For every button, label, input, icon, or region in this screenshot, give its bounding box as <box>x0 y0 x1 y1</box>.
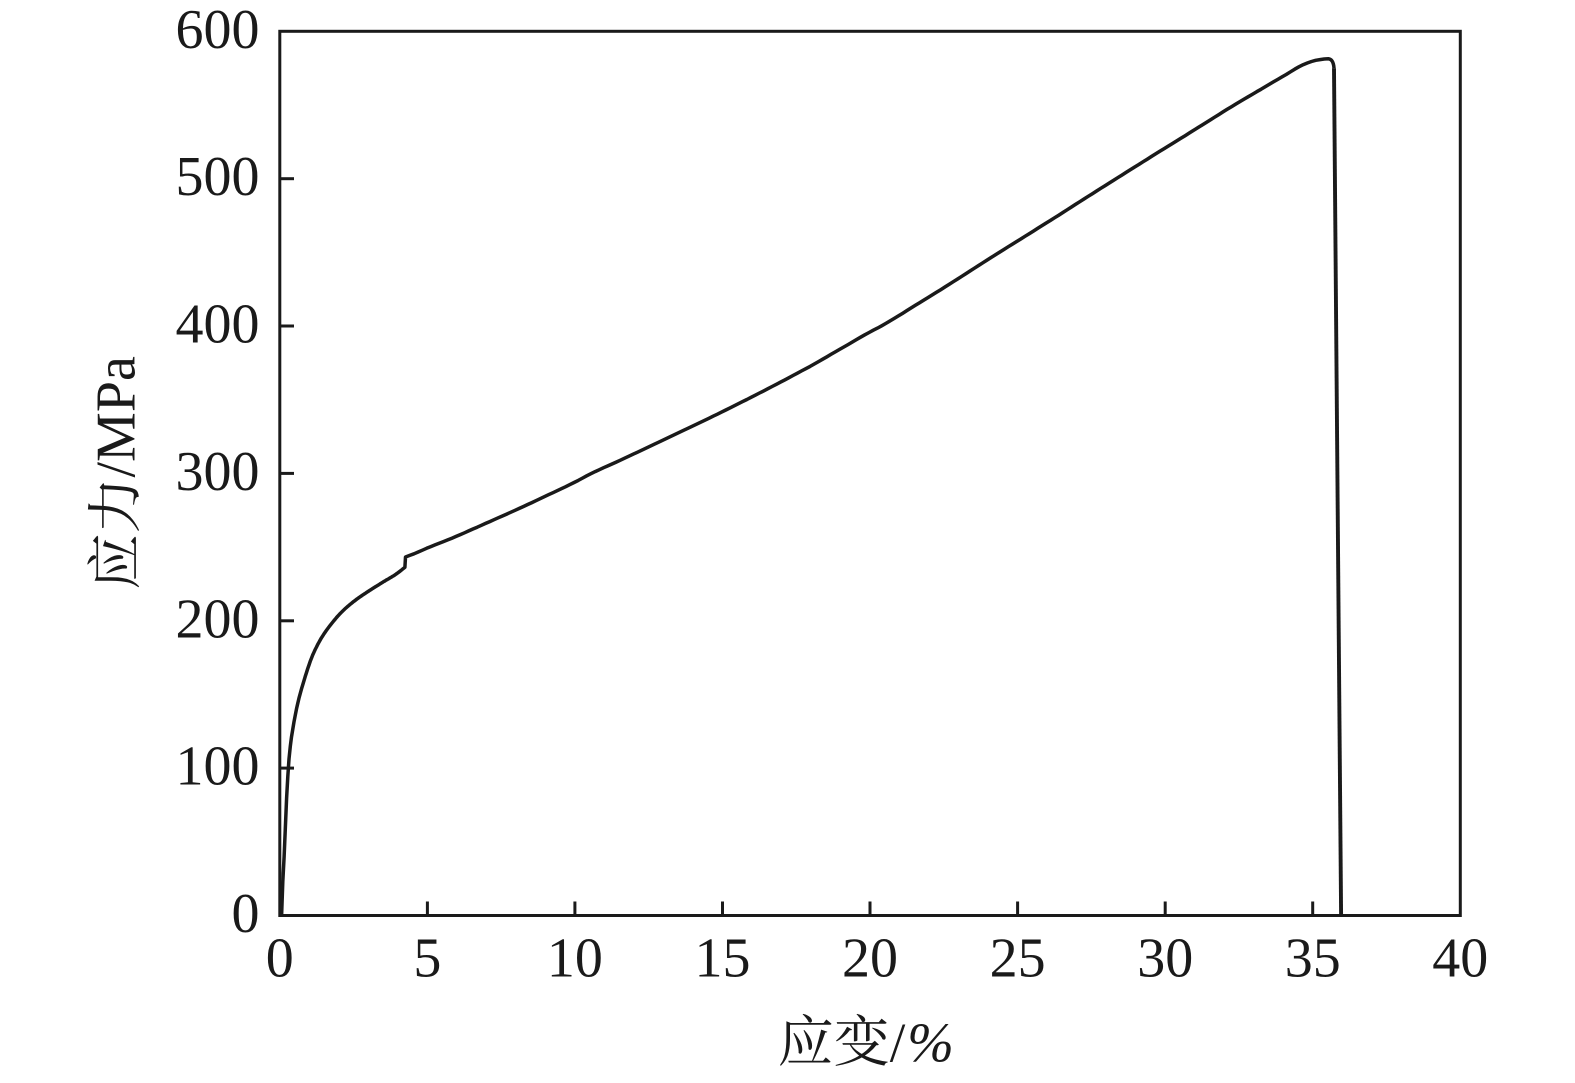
svg-text:100: 100 <box>176 736 260 798</box>
svg-text:15: 15 <box>695 928 751 990</box>
svg-text:%: % <box>907 1012 954 1074</box>
svg-text:0: 0 <box>266 928 294 990</box>
svg-text:10: 10 <box>547 928 603 990</box>
svg-text:200: 200 <box>176 588 260 650</box>
svg-text:5: 5 <box>413 928 441 990</box>
svg-text:/: / <box>890 1012 906 1074</box>
svg-text:500: 500 <box>176 146 260 208</box>
svg-text:20: 20 <box>842 928 898 990</box>
svg-text:400: 400 <box>176 294 260 356</box>
svg-text:600: 600 <box>176 0 260 61</box>
svg-text:300: 300 <box>176 441 260 503</box>
svg-text:25: 25 <box>990 928 1046 990</box>
svg-text:30: 30 <box>1137 928 1193 990</box>
svg-text:0: 0 <box>232 883 260 945</box>
svg-text:/MPa: /MPa <box>86 356 148 477</box>
svg-text:35: 35 <box>1285 928 1341 990</box>
svg-text:40: 40 <box>1432 928 1488 990</box>
